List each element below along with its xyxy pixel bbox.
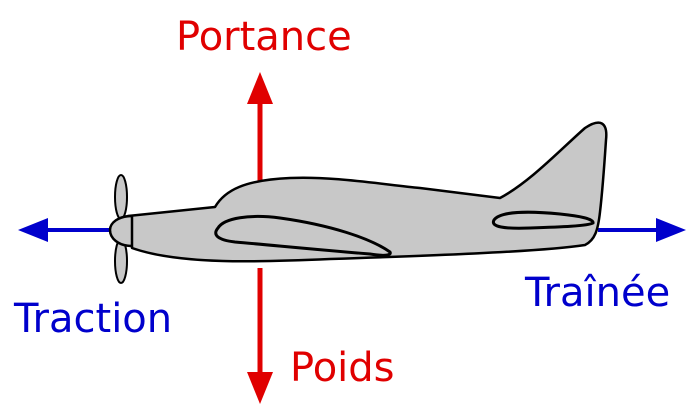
lift-label: Portance [176, 14, 352, 60]
main-wing [214, 214, 392, 257]
weight-arrow [247, 268, 273, 404]
tail-plane [491, 210, 595, 230]
thrust-label: Traction [13, 296, 172, 342]
propeller-spinner [108, 214, 134, 248]
airplane [108, 121, 608, 284]
drag-arrow [598, 218, 686, 242]
weight-label: Poids [290, 345, 395, 391]
drag-label: Traînée [524, 270, 670, 316]
thrust-arrow [18, 218, 118, 242]
propeller-icon [114, 174, 128, 284]
